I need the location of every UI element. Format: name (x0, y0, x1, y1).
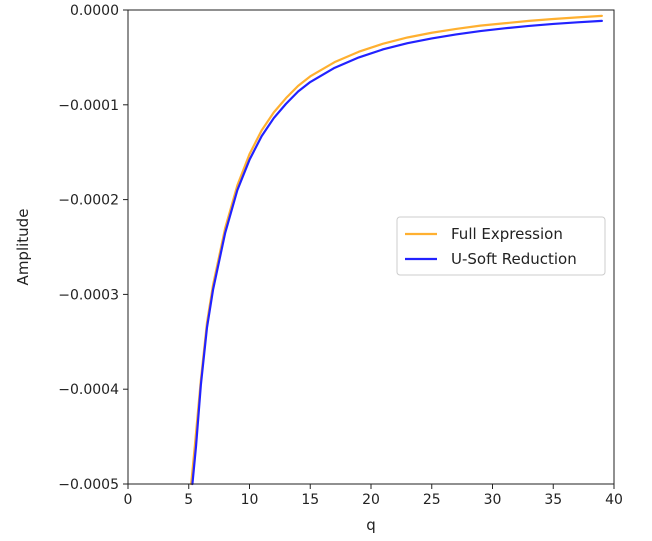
x-tick-label: 30 (484, 492, 502, 508)
y-tick-label: −0.0003 (58, 287, 119, 303)
legend-box (396, 216, 606, 276)
series-line-1 (191, 19, 603, 486)
legend: Full Expression U-Soft Reduction (396, 216, 606, 276)
x-tick-label: 15 (301, 492, 319, 508)
y-tick-label: 0.0000 (70, 3, 119, 19)
x-tick-label: 40 (605, 492, 623, 508)
y-tick-label: −0.0002 (58, 193, 119, 209)
x-tick-label: 10 (241, 492, 259, 508)
x-tick-label: 25 (423, 492, 441, 508)
y-tick-label: −0.0004 (58, 382, 119, 398)
x-tick-label: 5 (184, 492, 193, 508)
x-axis-ticks: 0 5 10 15 20 25 30 35 40 (124, 484, 623, 508)
y-tick-label: −0.0005 (58, 477, 119, 493)
plot-lines (190, 14, 603, 486)
x-axis-label: q (366, 516, 376, 534)
y-tick-label: −0.0001 (58, 98, 119, 114)
x-tick-label: 35 (544, 492, 562, 508)
y-axis-label: Amplitude (14, 209, 32, 286)
x-tick-label: 20 (362, 492, 380, 508)
legend-label-1: U-Soft Reduction (451, 250, 577, 268)
y-axis-ticks: 0.0000 −0.0001 −0.0002 −0.0003 −0.0004 −0.000… (58, 3, 128, 493)
x-tick-label: 0 (124, 492, 133, 508)
legend-label-0: Full Expression (451, 225, 563, 243)
